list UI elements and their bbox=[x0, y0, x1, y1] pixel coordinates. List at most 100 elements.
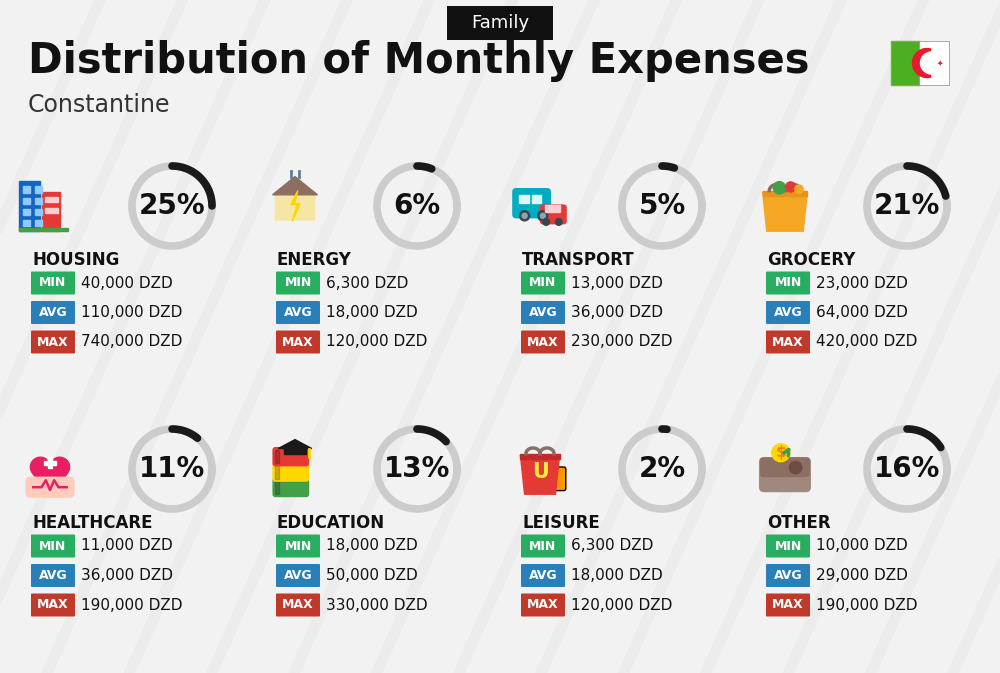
Circle shape bbox=[555, 219, 562, 225]
Text: Distribution of Monthly Expenses: Distribution of Monthly Expenses bbox=[28, 40, 810, 82]
Text: MAX: MAX bbox=[527, 336, 559, 349]
Text: AVG: AVG bbox=[39, 306, 67, 319]
Polygon shape bbox=[763, 192, 807, 232]
Text: 120,000 DZD: 120,000 DZD bbox=[326, 334, 427, 349]
Bar bbox=[35, 198, 42, 204]
FancyBboxPatch shape bbox=[521, 330, 565, 353]
Bar bbox=[284, 449, 306, 454]
Bar bbox=[520, 454, 560, 459]
Text: MAX: MAX bbox=[282, 598, 314, 612]
FancyBboxPatch shape bbox=[31, 271, 75, 295]
Polygon shape bbox=[278, 439, 312, 449]
FancyBboxPatch shape bbox=[766, 301, 810, 324]
FancyBboxPatch shape bbox=[276, 534, 320, 557]
FancyBboxPatch shape bbox=[759, 457, 811, 492]
Polygon shape bbox=[291, 190, 300, 221]
Bar bbox=[545, 205, 560, 211]
FancyBboxPatch shape bbox=[31, 330, 75, 353]
Text: AVG: AVG bbox=[529, 306, 557, 319]
Circle shape bbox=[795, 185, 803, 193]
Text: MIN: MIN bbox=[529, 277, 557, 289]
Bar bbox=[532, 194, 541, 203]
FancyBboxPatch shape bbox=[272, 447, 309, 466]
Bar bbox=[763, 191, 807, 197]
Text: LEISURE: LEISURE bbox=[522, 514, 600, 532]
Circle shape bbox=[772, 444, 790, 462]
Text: 13%: 13% bbox=[384, 455, 450, 483]
FancyBboxPatch shape bbox=[546, 467, 566, 491]
FancyBboxPatch shape bbox=[766, 594, 810, 616]
Text: HOUSING: HOUSING bbox=[32, 251, 119, 269]
Circle shape bbox=[789, 462, 802, 474]
FancyBboxPatch shape bbox=[521, 301, 565, 324]
Text: MIN: MIN bbox=[774, 277, 802, 289]
Text: 18,000 DZD: 18,000 DZD bbox=[326, 305, 418, 320]
Bar bbox=[920, 41, 949, 85]
Text: U: U bbox=[532, 462, 548, 482]
Text: 2%: 2% bbox=[638, 455, 686, 483]
Circle shape bbox=[543, 219, 550, 225]
Text: 40,000 DZD: 40,000 DZD bbox=[81, 275, 173, 291]
Text: 25%: 25% bbox=[139, 192, 205, 220]
Circle shape bbox=[538, 211, 548, 221]
FancyBboxPatch shape bbox=[447, 6, 552, 40]
Text: MAX: MAX bbox=[37, 336, 69, 349]
Text: 330,000 DZD: 330,000 DZD bbox=[326, 598, 428, 612]
FancyBboxPatch shape bbox=[276, 271, 320, 295]
Text: 190,000 DZD: 190,000 DZD bbox=[816, 598, 918, 612]
Circle shape bbox=[540, 213, 545, 218]
Text: MIN: MIN bbox=[774, 540, 802, 553]
FancyBboxPatch shape bbox=[272, 462, 309, 482]
Text: AVG: AVG bbox=[529, 569, 557, 582]
Text: 18,000 DZD: 18,000 DZD bbox=[326, 538, 418, 553]
FancyBboxPatch shape bbox=[276, 330, 320, 353]
Text: AVG: AVG bbox=[774, 306, 802, 319]
Text: TRANSPORT: TRANSPORT bbox=[522, 251, 635, 269]
Text: 6,300 DZD: 6,300 DZD bbox=[326, 275, 408, 291]
FancyBboxPatch shape bbox=[276, 564, 320, 587]
FancyBboxPatch shape bbox=[521, 594, 565, 616]
Text: MIN: MIN bbox=[39, 277, 67, 289]
Text: Constantine: Constantine bbox=[28, 93, 170, 117]
Text: 190,000 DZD: 190,000 DZD bbox=[81, 598, 182, 612]
Text: MAX: MAX bbox=[772, 598, 804, 612]
Text: MAX: MAX bbox=[37, 598, 69, 612]
Wedge shape bbox=[920, 52, 934, 74]
FancyBboxPatch shape bbox=[521, 534, 565, 557]
Text: MIN: MIN bbox=[529, 540, 557, 553]
Text: OTHER: OTHER bbox=[767, 514, 831, 532]
Bar bbox=[35, 209, 42, 215]
Text: MAX: MAX bbox=[282, 336, 314, 349]
Bar bbox=[275, 481, 279, 494]
Text: 420,000 DZD: 420,000 DZD bbox=[816, 334, 917, 349]
Text: 29,000 DZD: 29,000 DZD bbox=[816, 568, 908, 583]
Text: 13,000 DZD: 13,000 DZD bbox=[571, 275, 663, 291]
Text: GROCERY: GROCERY bbox=[767, 251, 855, 269]
Bar bbox=[891, 41, 920, 85]
Text: 21%: 21% bbox=[874, 192, 940, 220]
FancyBboxPatch shape bbox=[760, 458, 810, 477]
Bar bbox=[23, 186, 30, 192]
FancyBboxPatch shape bbox=[766, 534, 810, 557]
Polygon shape bbox=[273, 176, 317, 194]
Text: 36,000 DZD: 36,000 DZD bbox=[81, 568, 173, 583]
FancyBboxPatch shape bbox=[272, 478, 309, 497]
FancyBboxPatch shape bbox=[31, 594, 75, 616]
FancyBboxPatch shape bbox=[766, 330, 810, 353]
FancyBboxPatch shape bbox=[766, 564, 810, 587]
Text: MIN: MIN bbox=[284, 540, 312, 553]
Text: AVG: AVG bbox=[284, 306, 312, 319]
Text: 23,000 DZD: 23,000 DZD bbox=[816, 275, 908, 291]
Bar bbox=[42, 192, 60, 232]
Bar bbox=[19, 181, 40, 232]
Text: AVG: AVG bbox=[284, 569, 312, 582]
Text: 18,000 DZD: 18,000 DZD bbox=[571, 568, 663, 583]
Polygon shape bbox=[520, 455, 560, 494]
FancyBboxPatch shape bbox=[276, 594, 320, 616]
Text: EDUCATION: EDUCATION bbox=[277, 514, 385, 532]
Circle shape bbox=[522, 213, 527, 218]
Text: 64,000 DZD: 64,000 DZD bbox=[816, 305, 908, 320]
Text: 16%: 16% bbox=[874, 455, 940, 483]
Text: 11%: 11% bbox=[139, 455, 205, 483]
Bar bbox=[519, 194, 529, 203]
